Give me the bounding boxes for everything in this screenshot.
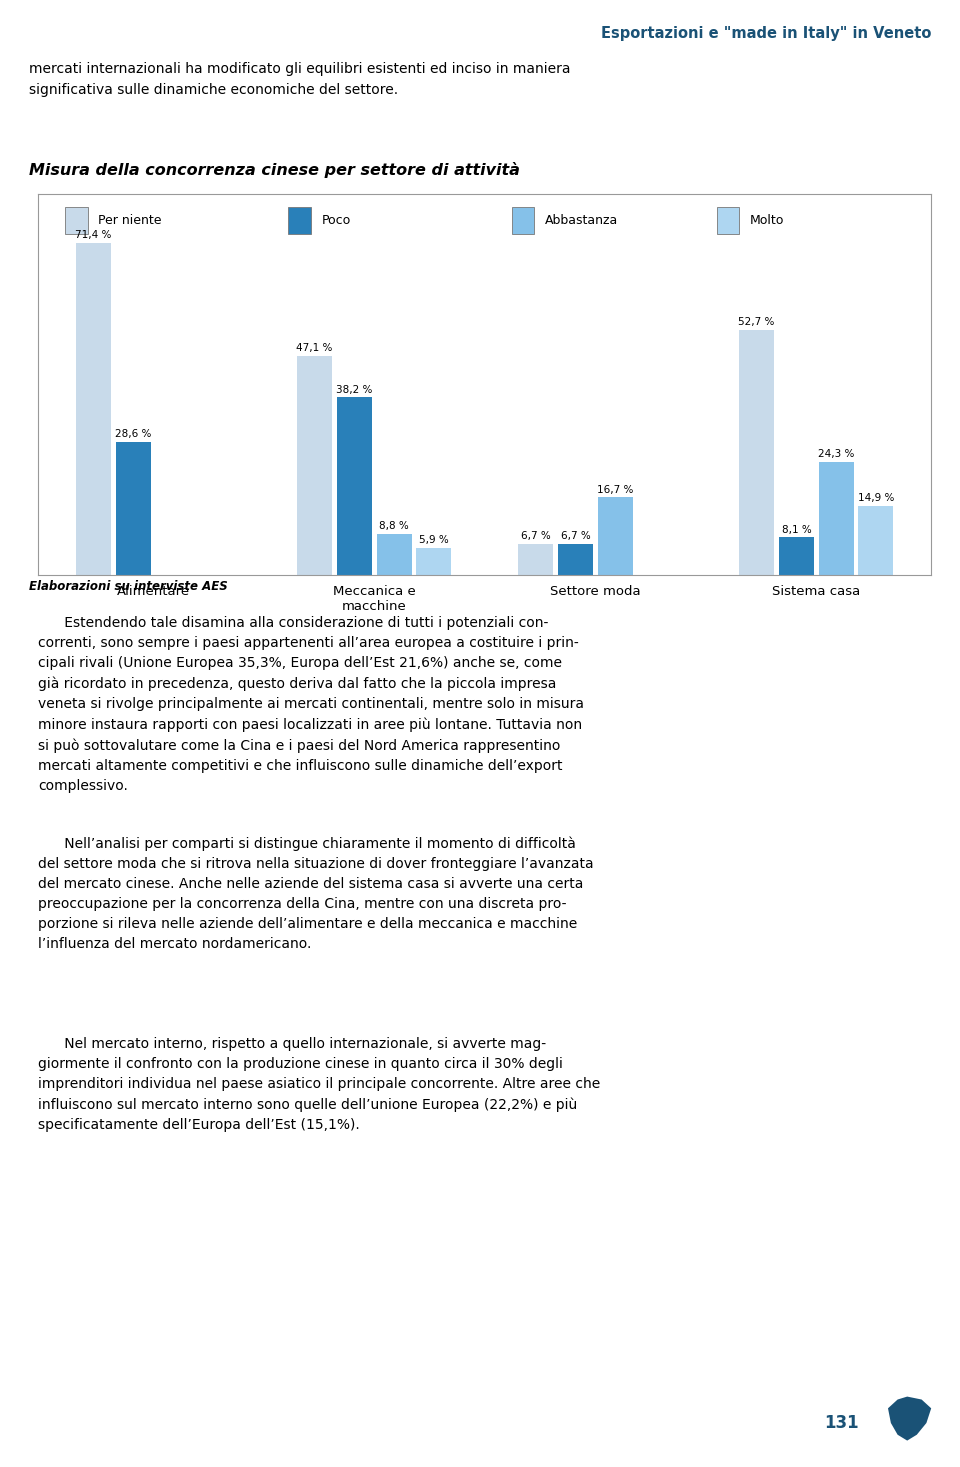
Text: 131: 131	[825, 1414, 859, 1432]
Bar	[337, 398, 372, 575]
Bar	[116, 442, 151, 575]
Text: Abbastanza: Abbastanza	[544, 214, 618, 227]
Bar	[417, 547, 451, 575]
Bar	[779, 537, 814, 575]
Bar	[512, 207, 534, 233]
Polygon shape	[888, 1397, 931, 1441]
Text: 5,9 %: 5,9 %	[420, 535, 449, 544]
Text: 6,7 %: 6,7 %	[561, 531, 590, 541]
Bar	[376, 534, 412, 575]
Text: Esportazioni e "made in Italy" in Veneto: Esportazioni e "made in Italy" in Veneto	[601, 25, 931, 41]
Bar	[717, 207, 739, 233]
Text: Per niente: Per niente	[98, 214, 161, 227]
Text: 47,1 %: 47,1 %	[297, 343, 333, 354]
Text: 71,4 %: 71,4 %	[76, 230, 111, 241]
Bar	[288, 207, 311, 233]
Bar	[558, 544, 593, 575]
Text: 52,7 %: 52,7 %	[738, 317, 775, 327]
Bar	[858, 506, 894, 575]
Bar	[298, 356, 332, 575]
Bar	[518, 544, 553, 575]
Bar	[76, 244, 111, 575]
Bar	[598, 497, 633, 575]
Text: 6,7 %: 6,7 %	[520, 531, 550, 541]
Bar	[65, 207, 87, 233]
Text: Poco: Poco	[322, 214, 350, 227]
Bar	[739, 330, 774, 575]
Text: 28,6 %: 28,6 %	[115, 430, 152, 439]
Text: 8,1 %: 8,1 %	[781, 525, 811, 534]
Text: Molto: Molto	[750, 214, 784, 227]
Text: Misura della concorrenza cinese per settore di attività: Misura della concorrenza cinese per sett…	[29, 163, 519, 178]
Text: Estendendo tale disamina alla considerazione di tutti i potenziali con-
correnti: Estendendo tale disamina alla consideraz…	[38, 616, 585, 792]
Text: Elaborazioni su interviste AES: Elaborazioni su interviste AES	[29, 579, 228, 593]
Text: Nel mercato interno, rispetto a quello internazionale, si avverte mag-
giormente: Nel mercato interno, rispetto a quello i…	[38, 1037, 601, 1133]
Text: 24,3 %: 24,3 %	[818, 449, 854, 459]
Text: 16,7 %: 16,7 %	[597, 484, 634, 494]
Text: 14,9 %: 14,9 %	[858, 493, 894, 503]
Text: mercati internazionali ha modificato gli equilibri esistenti ed inciso in manier: mercati internazionali ha modificato gli…	[29, 62, 570, 97]
Text: 38,2 %: 38,2 %	[336, 384, 372, 395]
Bar	[819, 462, 853, 575]
Text: 8,8 %: 8,8 %	[379, 521, 409, 531]
Text: Nell’analisi per comparti si distingue chiaramente il momento di difficoltà
del : Nell’analisi per comparti si distingue c…	[38, 836, 594, 951]
